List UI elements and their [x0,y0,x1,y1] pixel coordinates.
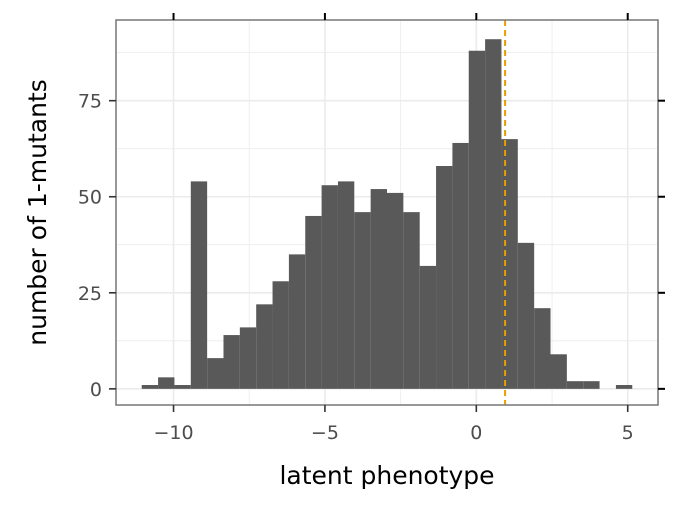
y-tick-labels: 0 25 50 75 [78,91,102,401]
histogram-bars [141,39,633,389]
x-tick-label: 0 [470,422,482,444]
histogram-bar [485,39,502,389]
histogram-bar [158,377,175,389]
histogram-bar [256,304,273,389]
histogram-bar [534,308,551,389]
histogram-bar [501,139,518,389]
histogram-bar [583,381,600,389]
histogram-bar [272,281,289,389]
y-tick-label: 50 [78,187,102,209]
panel-border [115,19,659,406]
histogram-bar [354,212,371,389]
histogram-bar [468,50,486,389]
histogram-bar [288,254,306,389]
histogram-bar [436,166,453,389]
x-tick-label: 5 [622,422,634,444]
y-axis-title: number of 1-mutants [23,79,52,345]
histogram-bar [321,185,338,389]
axis-ticks [109,13,665,412]
x-tick-label: −5 [311,422,339,444]
histogram-bar [174,385,191,389]
histogram-bar [190,181,208,389]
y-tick-label: 75 [78,91,102,113]
histogram-bar [223,335,240,389]
y-tick-label: 25 [78,283,102,305]
histogram-bar [141,385,159,389]
x-tick-labels: −10 −5 0 5 [153,422,633,444]
histogram-bar [239,327,257,389]
histogram-bar [566,381,584,389]
x-axis-title: latent phenotype [279,461,494,490]
histogram-bar [305,215,322,389]
x-tick-label: −10 [153,422,193,444]
histogram-bar [517,242,535,389]
histogram-bar [403,212,420,389]
histogram-bar [419,265,437,389]
histogram-bar [337,181,355,389]
histogram-bar [550,354,567,389]
histogram-bar [452,142,469,389]
histogram-bar [387,192,404,389]
histogram-bar [615,385,633,389]
y-tick-label: 0 [90,379,102,401]
histogram-bar [370,189,387,389]
histogram-bar [207,358,224,389]
